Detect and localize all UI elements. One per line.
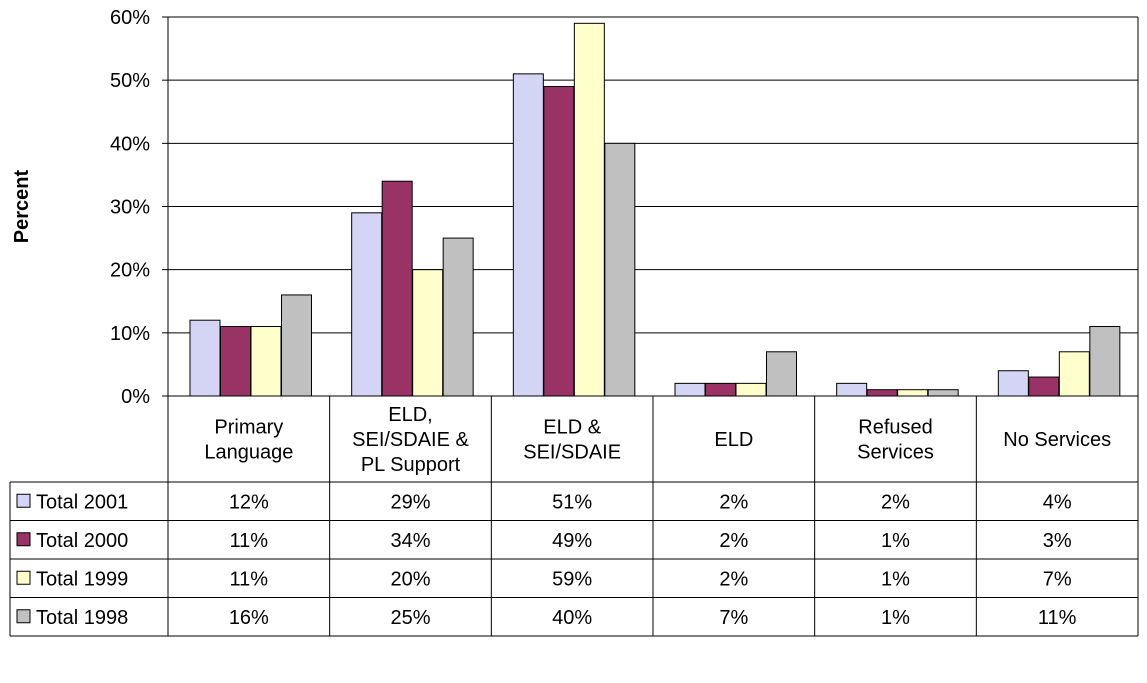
- data-table-value: 4%: [1043, 491, 1072, 513]
- data-table-value: 1%: [881, 568, 910, 590]
- data-table-value: 20%: [390, 568, 430, 590]
- legend-label: Total 1998: [36, 607, 128, 629]
- data-table-value: 2%: [719, 491, 748, 513]
- data-table-value: 25%: [390, 607, 430, 629]
- data-table-value: 11%: [230, 568, 269, 590]
- category-label: SEI/SDAIE: [523, 442, 621, 464]
- category-label: ELD &: [543, 417, 601, 439]
- bar-total-1999: [735, 382, 767, 397]
- data-table-value: 2%: [719, 530, 748, 552]
- data-table-value: 2%: [881, 491, 910, 513]
- data-table-value: 40%: [552, 607, 592, 629]
- bar-total-1998: [1089, 326, 1121, 397]
- bar-total-2000: [543, 85, 575, 397]
- bar-total-1998: [442, 237, 474, 397]
- y-tick-label: 40%: [110, 133, 150, 155]
- y-tick-label: 20%: [110, 260, 150, 282]
- category-label: Language: [204, 442, 293, 464]
- category-label: ELD,: [388, 404, 432, 426]
- data-table-value: 1%: [881, 607, 910, 629]
- bar-total-2001: [189, 319, 221, 397]
- category-label: Refused: [858, 417, 933, 439]
- y-tick-label: 10%: [110, 323, 150, 345]
- bar-total-2000: [866, 389, 898, 397]
- bar-total-2000: [381, 180, 413, 397]
- category-label: No Services: [1003, 429, 1111, 451]
- bar-total-1999: [897, 389, 929, 397]
- legend-key-total-2000: [16, 532, 31, 547]
- legend-key-total-2001: [16, 493, 31, 508]
- y-tick-label: 50%: [110, 70, 150, 92]
- legend-label: Total 2001: [36, 491, 128, 513]
- bar-total-1998: [927, 389, 959, 397]
- category-label: PL Support: [361, 454, 461, 476]
- category-label: Services: [857, 442, 934, 464]
- data-table-value: 49%: [552, 530, 592, 552]
- category-label: SEI/SDAIE &: [352, 429, 469, 451]
- data-table-value: 59%: [552, 568, 592, 590]
- bar-total-2001: [512, 73, 544, 397]
- bar-total-1999: [412, 269, 444, 397]
- data-table-value: 11%: [1038, 607, 1077, 629]
- data-table-value: 2%: [719, 568, 748, 590]
- data-table-value: 11%: [230, 530, 269, 552]
- bar-total-2000: [1028, 376, 1060, 397]
- data-table-value: 7%: [719, 607, 748, 629]
- bar-total-2001: [836, 382, 868, 397]
- legend-label: Total 1999: [36, 568, 128, 590]
- bar-total-1999: [1058, 351, 1090, 397]
- bar-total-1998: [604, 142, 636, 397]
- bar-total-2000: [220, 326, 251, 397]
- data-table-value: 29%: [390, 491, 430, 513]
- bar-total-1999: [573, 22, 605, 397]
- bar-total-2000: [705, 382, 736, 397]
- bar-total-1998: [766, 351, 797, 397]
- category-label: Primary: [214, 417, 283, 439]
- category-label: ELD: [714, 429, 753, 451]
- y-tick-label: 60%: [110, 7, 150, 29]
- data-table-value: 51%: [552, 491, 592, 513]
- legend-label: Total 2000: [36, 530, 128, 552]
- y-axis-label: Percent: [11, 169, 33, 243]
- data-table-value: 12%: [229, 491, 269, 513]
- legend-key-total-1998: [16, 609, 31, 624]
- y-tick-label: 0%: [121, 386, 150, 408]
- bar-total-2001: [351, 212, 383, 397]
- legend-key-total-1999: [16, 570, 31, 585]
- data-table-value: 1%: [881, 530, 910, 552]
- data-table-value: 3%: [1043, 530, 1072, 552]
- bar-total-1998: [281, 294, 312, 397]
- bar-total-2001: [997, 370, 1029, 397]
- data-table-value: 7%: [1043, 568, 1072, 590]
- bar-total-2001: [674, 382, 706, 397]
- data-table-value: 34%: [390, 530, 430, 552]
- y-tick-label: 30%: [110, 197, 150, 219]
- data-table-value: 16%: [229, 607, 269, 629]
- bar-total-1999: [250, 326, 282, 397]
